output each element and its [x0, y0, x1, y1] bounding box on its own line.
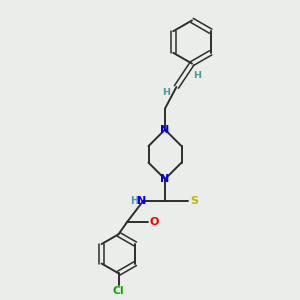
Text: N: N — [160, 174, 169, 184]
Text: N: N — [137, 196, 146, 206]
Text: H: H — [130, 196, 139, 206]
Text: N: N — [160, 124, 169, 135]
Text: S: S — [190, 196, 198, 206]
Text: H: H — [194, 70, 201, 80]
Text: O: O — [150, 217, 159, 227]
Text: Cl: Cl — [113, 286, 124, 296]
Text: H: H — [162, 88, 170, 97]
